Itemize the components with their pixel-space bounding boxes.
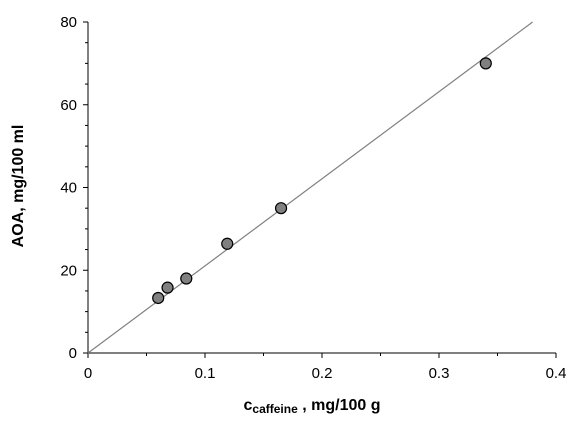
x-tick-label: 0.1 bbox=[195, 365, 216, 382]
data-point bbox=[479, 57, 492, 70]
y-axis-title: AOA, mg/100 ml bbox=[10, 125, 27, 248]
fit-line bbox=[87, 21, 533, 354]
x-tick-label: 0.3 bbox=[429, 365, 450, 382]
data-point bbox=[161, 281, 174, 294]
y-tick-label: 60 bbox=[60, 97, 77, 114]
y-tick-label: 20 bbox=[60, 262, 77, 279]
y-tick-label: 80 bbox=[60, 14, 77, 31]
data-point bbox=[152, 291, 165, 305]
x-axis-title-main: c bbox=[244, 397, 253, 414]
fit-line-layer bbox=[87, 21, 533, 354]
x-axis-title: ccaffeine , mg/100 g bbox=[244, 397, 381, 416]
data-points bbox=[152, 57, 492, 305]
x-tick-label: 0.2 bbox=[312, 365, 333, 382]
y-tick-label: 0 bbox=[69, 345, 77, 362]
x-axis-title-unit: , mg/100 g bbox=[298, 397, 381, 414]
x-axis-title-subscript: caffeine bbox=[252, 402, 298, 416]
y-tick-label: 40 bbox=[60, 180, 77, 197]
data-point bbox=[221, 237, 234, 250]
x-tick-label: 0.4 bbox=[546, 365, 567, 382]
axis-labels: AOA, mg/100 ml ccaffeine , mg/100 g bbox=[10, 125, 380, 416]
data-point bbox=[180, 272, 193, 285]
x-tick-label: 0 bbox=[84, 365, 92, 382]
data-point bbox=[274, 202, 288, 215]
axes: 0 20 40 60 80 0 0.1 0.2 0.3 0.4 bbox=[60, 14, 566, 382]
